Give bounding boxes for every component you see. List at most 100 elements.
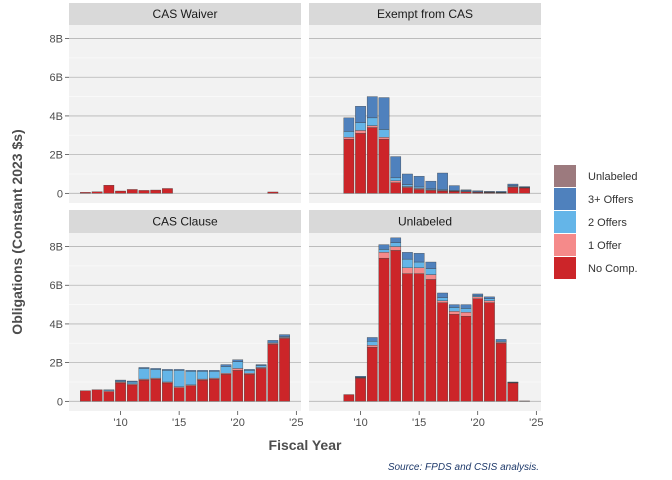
bar-unlabeled-2010-no-comp [355,377,366,402]
bar-cas-clause-2023-no-comp [267,344,279,402]
bar-cas-clause-2016-no-comp [185,385,197,402]
y-tick-label: 0 [57,188,63,200]
bar-cas-waiver-2012-no-comp [138,190,150,194]
bar-unlabeled-2015-2-offers [413,261,425,269]
bar-unlabeled-2016-3-offers [425,261,437,269]
bar-exempt-from-cas-2012-no-comp [378,138,390,194]
bar-unlabeled-2022-3-offers [495,339,507,342]
bar-exempt-from-cas-2024-no-comp [519,187,530,194]
bar-unlabeled-2018-2-offers [448,307,460,312]
bar-cas-clause-2012-3-offers [138,367,150,369]
bar-exempt-from-cas-2015-3-offers [413,176,425,188]
y-tick-label: 2B [50,358,63,370]
x-axis-title: Fiscal Year [269,437,342,453]
bar-exempt-from-cas-2020-3-offers [472,190,484,192]
bar-unlabeled-2019-2-offers [460,308,472,313]
bar-unlabeled-2019-1-offer [460,312,472,317]
bar-exempt-from-cas-2023-3-offers [507,183,519,186]
facet-label-unlabeled: Unlabeled [398,215,452,229]
bar-unlabeled-2017-no-comp [437,302,448,402]
bar-unlabeled-2017-3-offers [437,292,448,298]
bar-cas-clause-2019-2-offers [220,366,232,374]
bar-unlabeled-2012-3-offers [378,244,390,250]
bar-cas-waiver-2009-no-comp [103,185,115,194]
legend-label: 3+ Offers [588,194,634,206]
bar-unlabeled-2011-no-comp [366,346,378,402]
y-tick-label: 4B [50,111,63,123]
chart-panels: CAS Waiver Exempt from CAS CAS Clause Unlab… [69,3,541,411]
bar-cas-clause-2015-3-offers [173,369,185,371]
y-tick-label: 2B [50,150,63,162]
bar-cas-clause-2012-2-offers [138,368,150,380]
x-tick-label: '10 [113,417,127,429]
bar-unlabeled-2013-no-comp [390,250,402,402]
bar-cas-clause-2011-2-offers [126,381,138,385]
bar-cas-clause-2021-no-comp [244,374,255,402]
facet-label-cas-clause: CAS Clause [152,215,218,229]
bar-unlabeled-2011-3-offers [366,337,378,342]
bar-unlabeled-2015-1-offer [413,267,425,274]
bar-exempt-from-cas-2009-3-offers [343,117,355,132]
bar-unlabeled-2015-3-offers [413,253,425,263]
bar-unlabeled-2014-2-offers [402,258,413,269]
bar-cas-clause-2014-2-offers [162,370,173,383]
bar-cas-waiver-2023-no-comp [267,191,279,194]
bar-unlabeled-2019-3-offers [460,304,472,309]
bar-unlabeled-2010-3-offers [355,375,366,378]
bar-exempt-from-cas-2010-1-offer [355,130,366,134]
x-tick-label: '20 [231,417,245,429]
bar-exempt-from-cas-2017-no-comp [437,190,448,194]
x-tick-label: '25 [529,417,543,429]
bar-exempt-from-cas-2022-3-offers [495,191,507,193]
bar-unlabeled-2016-no-comp [425,279,437,402]
bar-cas-clause-2009-2-offers [103,389,115,391]
bar-cas-clause-2008-no-comp [91,389,103,402]
bar-unlabeled-2013-1-offer [390,246,402,251]
bar-unlabeled-2020-1-offer [472,296,484,299]
bar-unlabeled-2021-no-comp [484,302,495,402]
bar-cas-clause-2009-no-comp [103,391,115,402]
bar-cas-clause-2010-3-offers [115,379,126,382]
bar-cas-waiver-2007-no-comp [80,192,91,194]
facet-label-cas-waiver: CAS Waiver [153,7,218,21]
bar-unlabeled-2012-no-comp [378,257,390,402]
bar-exempt-from-cas-2011-1-offer [366,125,378,128]
bar-exempt-from-cas-2014-no-comp [402,187,413,194]
chart-axes: 0 2B 4B 6B 8B 0 2B 4B 6B 8B '10 '15 '20 '25 '10 '15 '20 '… [50,34,544,429]
bar-exempt-from-cas-2013-3-offers [390,156,402,179]
bar-cas-clause-2015-no-comp [173,387,185,402]
bar-cas-clause-2019-3-offers [220,364,232,367]
bar-cas-clause-2021-2-offers [244,370,255,374]
panel-unlabeled: Unlabeled [309,210,541,411]
bar-exempt-from-cas-2016-no-comp [425,190,437,194]
y-tick-label: 6B [50,72,63,84]
bar-cas-clause-2017-3-offers [197,370,208,372]
bar-cas-waiver-2010-no-comp [115,190,126,194]
facet-strip [69,210,301,233]
bar-exempt-from-cas-2017-3-offers [437,172,448,190]
y-tick-label: 6B [50,280,63,292]
bar-cas-clause-2014-no-comp [162,382,173,402]
panel-cas-clause: CAS Clause [69,210,301,411]
facet-strip [309,210,541,233]
bar-exempt-from-cas-2011-no-comp [366,127,378,194]
bar-exempt-from-cas-2012-1-offer [378,137,390,140]
bar-unlabeled-2015-no-comp [413,273,425,402]
bar-unlabeled-2009-no-comp [343,394,355,402]
legend-swatch [554,211,576,233]
legend-swatch [554,165,576,187]
x-tick-label: '25 [289,417,303,429]
bar-cas-clause-2018-3-offers [208,370,220,372]
bar-cas-clause-2016-3-offers [185,370,197,372]
legend-label: 1 Offer [588,240,622,252]
bar-cas-clause-2010-no-comp [115,382,126,402]
bar-unlabeled-2019-no-comp [460,316,472,402]
legend-label: 2 Offers [588,217,627,229]
bar-unlabeled-2020-3-offers [472,293,484,297]
bar-exempt-from-cas-2010-2-offers [355,122,366,131]
bar-cas-clause-2020-3-offers [232,359,244,362]
bar-cas-clause-2011-3-offers [126,380,138,383]
legend-item-2-offers: 2 Offers [554,211,627,233]
bar-cas-clause-2018-2-offers [208,371,220,379]
